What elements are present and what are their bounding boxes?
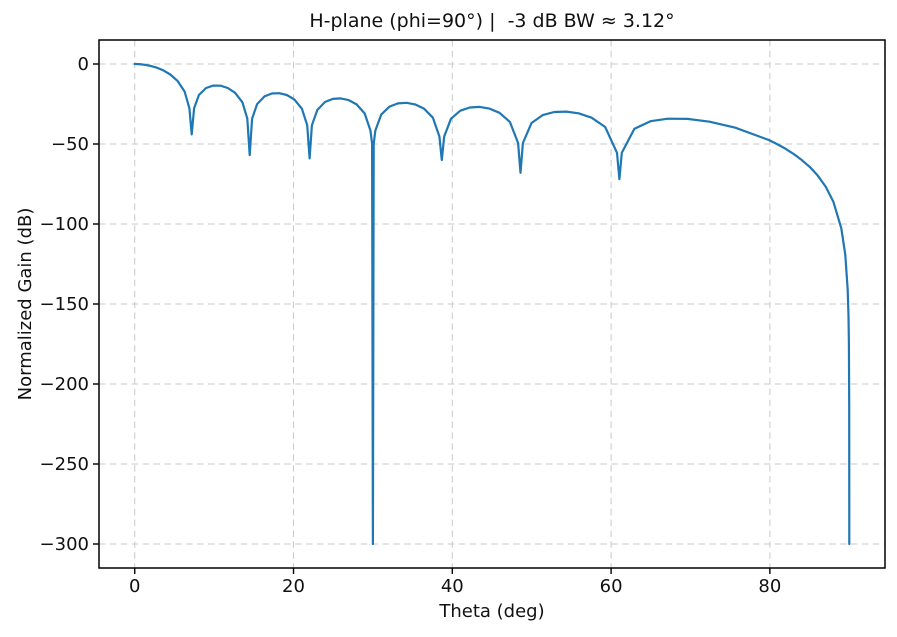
y-axis-label: Normalized Gain (dB) (15, 208, 36, 401)
x-tick-label: 60 (600, 576, 623, 597)
chart-title: H-plane (phi=90°) | -3 dB BW ≈ 3.12° (309, 10, 674, 32)
y-tick-label: −300 (40, 534, 89, 555)
x-tick-label: 80 (758, 576, 781, 597)
y-tick-label: −100 (40, 214, 89, 235)
y-tick-label: −50 (51, 134, 89, 155)
x-tick-label: 20 (282, 576, 305, 597)
x-tick-label: 40 (441, 576, 464, 597)
x-axis-label: Theta (deg) (438, 601, 544, 622)
y-tick-label: 0 (78, 54, 89, 75)
y-tick-label: −200 (40, 374, 89, 395)
x-tick-label: 0 (129, 576, 140, 597)
gain-curve (133, 62, 851, 546)
y-tick-label: −150 (40, 294, 89, 315)
y-tick-label: −250 (40, 454, 89, 475)
